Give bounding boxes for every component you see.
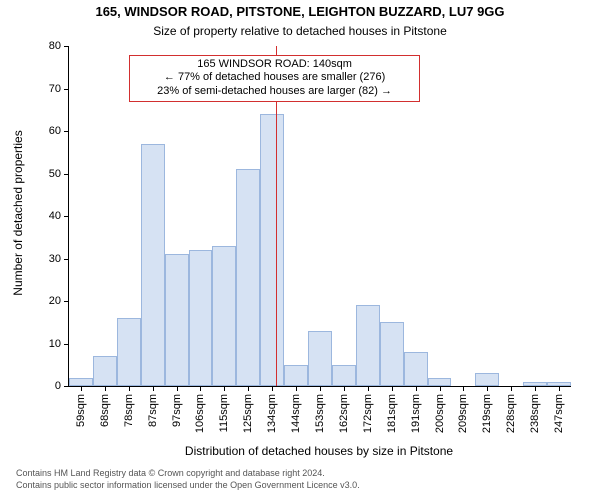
histogram-bar [308, 331, 332, 386]
x-tick-mark [535, 386, 536, 391]
x-tick-mark [129, 386, 130, 391]
x-tick-label: 219sqm [481, 394, 493, 433]
footnote-line-1: Contains HM Land Registry data © Crown c… [0, 468, 600, 478]
histogram-bar [93, 356, 117, 386]
histogram-bar [404, 352, 428, 386]
x-tick-mark [392, 386, 393, 391]
x-tick-mark [559, 386, 560, 391]
x-tick-mark [296, 386, 297, 391]
histogram-bar [475, 373, 499, 386]
x-tick-label: 134sqm [266, 394, 278, 433]
histogram-bar [284, 365, 308, 386]
x-tick-label: 181sqm [386, 394, 398, 433]
histogram-bar [141, 144, 165, 386]
y-tick-label: 50 [49, 168, 61, 180]
x-tick-label: 238sqm [529, 394, 541, 433]
annotation-line: 165 WINDSOR ROAD: 140sqm [136, 58, 414, 72]
x-tick-label: 200sqm [434, 394, 446, 433]
histogram-bar [260, 114, 284, 386]
x-tick-label: 153sqm [314, 394, 326, 433]
y-tick-mark [64, 174, 69, 175]
x-tick-label: 172sqm [362, 394, 374, 433]
x-axis-label: Distribution of detached houses by size … [68, 444, 570, 458]
footnote-line-2: Contains public sector information licen… [0, 480, 600, 490]
x-tick-mark [440, 386, 441, 391]
histogram-bar [332, 365, 356, 386]
y-tick-label: 70 [49, 83, 61, 95]
chart-title-main: 165, WINDSOR ROAD, PITSTONE, LEIGHTON BU… [0, 4, 600, 19]
x-tick-label: 115sqm [218, 394, 230, 432]
y-tick-mark [64, 89, 69, 90]
chart-container: 165, WINDSOR ROAD, PITSTONE, LEIGHTON BU… [0, 0, 600, 500]
y-tick-label: 40 [49, 210, 61, 222]
x-tick-label: 87sqm [147, 394, 159, 427]
histogram-bar [380, 322, 404, 386]
x-tick-label: 68sqm [99, 394, 111, 427]
histogram-bar [165, 254, 189, 386]
x-tick-mark [368, 386, 369, 391]
x-tick-label: 59sqm [75, 394, 87, 427]
y-tick-mark [64, 131, 69, 132]
x-tick-mark [344, 386, 345, 391]
x-tick-mark [248, 386, 249, 391]
y-tick-mark [64, 46, 69, 47]
x-tick-label: 228sqm [505, 394, 517, 433]
y-tick-label: 20 [49, 295, 61, 307]
x-tick-label: 247sqm [553, 394, 565, 433]
annotation-line: ← 77% of detached houses are smaller (27… [136, 71, 414, 85]
x-tick-label: 144sqm [290, 394, 302, 433]
annotation-line: 23% of semi-detached houses are larger (… [136, 85, 414, 99]
x-tick-label: 191sqm [410, 394, 422, 433]
histogram-bar [69, 378, 93, 387]
y-tick-label: 10 [49, 338, 61, 350]
x-tick-mark [200, 386, 201, 391]
x-tick-label: 97sqm [171, 394, 183, 427]
x-tick-mark [81, 386, 82, 391]
x-tick-label: 106sqm [194, 394, 206, 433]
y-tick-label: 0 [55, 380, 61, 392]
x-tick-mark [416, 386, 417, 391]
x-tick-mark [153, 386, 154, 391]
histogram-bar [356, 305, 380, 386]
y-tick-mark [64, 344, 69, 345]
annotation-box: 165 WINDSOR ROAD: 140sqm← 77% of detache… [129, 55, 421, 102]
y-tick-label: 60 [49, 125, 61, 137]
x-tick-mark [463, 386, 464, 391]
histogram-bar [428, 378, 452, 387]
x-tick-label: 125sqm [242, 394, 254, 433]
plot-area: 0102030405060708059sqm68sqm78sqm87sqm97s… [68, 46, 571, 387]
y-tick-mark [64, 259, 69, 260]
x-tick-mark [487, 386, 488, 391]
x-tick-label: 162sqm [338, 394, 350, 433]
x-tick-mark [511, 386, 512, 391]
y-tick-label: 30 [49, 253, 61, 265]
x-tick-mark [177, 386, 178, 391]
y-tick-mark [64, 216, 69, 217]
x-tick-mark [105, 386, 106, 391]
x-tick-mark [320, 386, 321, 391]
histogram-bar [212, 246, 236, 386]
x-tick-mark [272, 386, 273, 391]
y-axis-label: Number of detached properties [11, 113, 25, 313]
y-tick-label: 80 [49, 40, 61, 52]
y-tick-mark [64, 301, 69, 302]
histogram-bar [189, 250, 213, 386]
histogram-bar [236, 169, 260, 386]
x-tick-label: 209sqm [457, 394, 469, 433]
x-tick-label: 78sqm [123, 394, 135, 427]
y-tick-mark [64, 386, 69, 387]
x-tick-mark [224, 386, 225, 391]
chart-title-sub: Size of property relative to detached ho… [0, 24, 600, 38]
histogram-bar [117, 318, 141, 386]
